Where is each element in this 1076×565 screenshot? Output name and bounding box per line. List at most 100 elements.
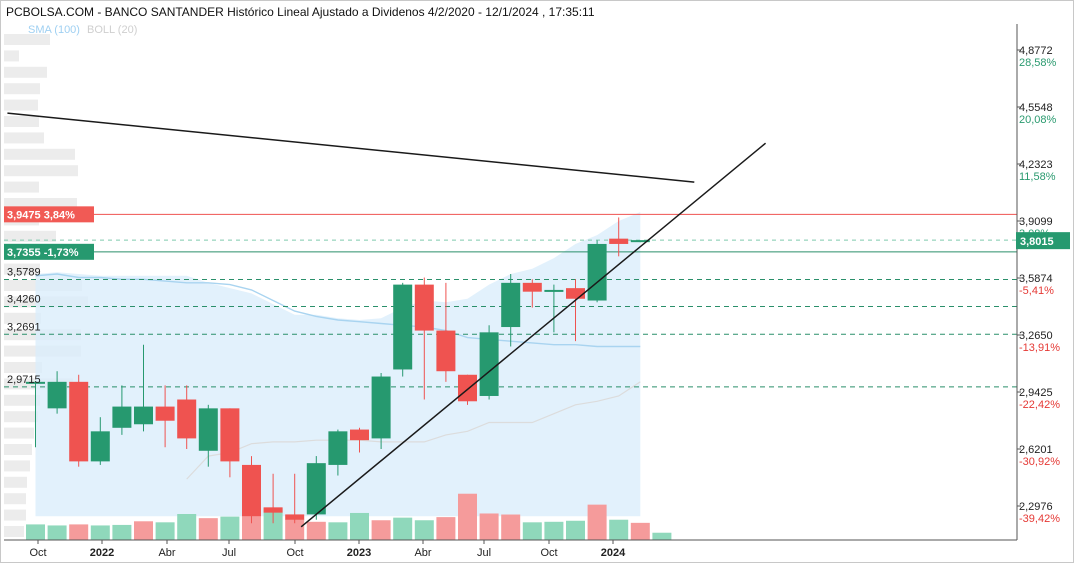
candle xyxy=(134,406,153,425)
volume-profile-bar xyxy=(4,493,26,505)
volume-bar xyxy=(544,521,564,540)
volume-bar xyxy=(220,516,240,540)
y-tick-label: 3,9099 xyxy=(1019,216,1053,228)
volume-bar xyxy=(112,524,132,540)
candle xyxy=(566,288,585,299)
candle xyxy=(26,381,45,384)
candle xyxy=(609,238,629,244)
x-tick-label: Abr xyxy=(414,547,431,559)
y-tick-label: 2,2976 xyxy=(1019,501,1053,513)
volume-profile-bar xyxy=(4,132,44,144)
trendlines xyxy=(7,112,767,528)
y-tick-percent: -22,42% xyxy=(1019,399,1060,411)
volume-profile-bar xyxy=(4,444,32,455)
volume-profile-bar xyxy=(4,460,30,472)
volume-bar xyxy=(134,521,153,540)
level-label: 2,9715 xyxy=(7,374,41,386)
volume-profile-bar xyxy=(4,165,78,177)
x-tick-label: Abr xyxy=(158,547,175,559)
candle xyxy=(522,282,542,292)
candle xyxy=(350,429,369,441)
boll-legend-item[interactable]: BOLL (20) xyxy=(87,24,138,36)
candle xyxy=(587,243,607,301)
y-tick-percent: -5,41% xyxy=(1019,285,1054,297)
y-tick-percent: -13,91% xyxy=(1019,342,1060,354)
volume-bar xyxy=(522,522,542,540)
candle xyxy=(285,514,305,520)
volume-bar xyxy=(652,532,672,540)
candle xyxy=(263,507,283,513)
volume-bar xyxy=(436,517,456,540)
volume-profile-bar xyxy=(4,427,34,439)
volume-profile-bar xyxy=(4,198,77,209)
x-tick-label: Oct xyxy=(540,547,557,559)
indicator-legend[interactable]: SMA (100) BOLL (20) xyxy=(28,24,137,36)
volume-bar xyxy=(90,525,110,540)
volume-profile-bar xyxy=(4,34,50,45)
volume-bar xyxy=(458,493,477,540)
level-label: 3,4260 xyxy=(7,294,41,306)
y-tick-percent: -30,92% xyxy=(1019,456,1060,468)
volume-bar xyxy=(609,519,629,540)
candle xyxy=(69,381,89,462)
level-badge xyxy=(4,206,94,223)
volume-profile-bar xyxy=(4,50,19,62)
volume-profile-bar xyxy=(4,362,42,373)
volume-bar xyxy=(263,508,283,540)
candle xyxy=(393,284,413,370)
volume-bar xyxy=(306,521,326,540)
candle xyxy=(90,431,110,462)
candle xyxy=(371,376,391,439)
volume-bar xyxy=(69,524,89,540)
level-badge xyxy=(4,243,94,260)
volume-profile-bar xyxy=(4,99,38,111)
volume-profile-bar xyxy=(4,116,39,127)
x-tick-label: 2022 xyxy=(90,547,114,559)
x-tick-label: Jul xyxy=(477,547,491,559)
volume-bar xyxy=(328,522,348,540)
volume-profile-bar xyxy=(4,476,27,488)
volume-bar xyxy=(566,520,585,540)
y-tick-label: 2,6201 xyxy=(1019,444,1053,456)
volume-bar xyxy=(479,513,499,540)
y-tick-percent: 20,08% xyxy=(1019,114,1057,126)
candle xyxy=(414,284,434,331)
candle xyxy=(155,406,175,421)
volume-bar xyxy=(177,514,197,540)
bollinger-middle-line xyxy=(186,381,641,480)
candle xyxy=(177,399,197,439)
candle xyxy=(47,381,67,409)
candle xyxy=(220,408,240,462)
volume-profile-bar xyxy=(4,312,41,324)
x-tick-label: Oct xyxy=(286,547,303,559)
volume-profile-bar xyxy=(4,394,40,406)
candle xyxy=(328,431,348,465)
plot-area xyxy=(4,34,1017,540)
sma-legend-item[interactable]: SMA (100) xyxy=(28,24,80,36)
volume-bar xyxy=(285,519,305,540)
y-tick-label: 3,5874 xyxy=(1019,273,1053,285)
volume-bar xyxy=(630,522,650,540)
candle xyxy=(198,408,218,451)
candle xyxy=(112,406,132,428)
volume-profile-bar xyxy=(4,83,40,95)
volume-bar xyxy=(393,517,413,540)
volume-profile-bar xyxy=(4,509,26,521)
volume-bar xyxy=(47,525,67,540)
candle xyxy=(544,289,564,292)
sma-line xyxy=(35,273,641,348)
volume-bar xyxy=(587,504,607,540)
candle xyxy=(458,374,477,402)
x-axis: Oct 2022 Abr Jul Oct 2023 Abr Jul Oct 2024 xyxy=(29,540,626,559)
y-tick-percent: 28,58% xyxy=(1019,57,1057,69)
volume-bar xyxy=(242,511,261,540)
volume-profile-bar xyxy=(4,148,75,160)
y-tick-label: 2,9425 xyxy=(1019,387,1053,399)
y-tick-percent: -39,42% xyxy=(1019,513,1060,525)
chart-title: PCBOLSA.COM - BANCO SANTANDER Histórico … xyxy=(6,5,595,19)
candle xyxy=(436,330,456,372)
level-badge-label: 3,7355 -1,73% xyxy=(7,247,79,259)
